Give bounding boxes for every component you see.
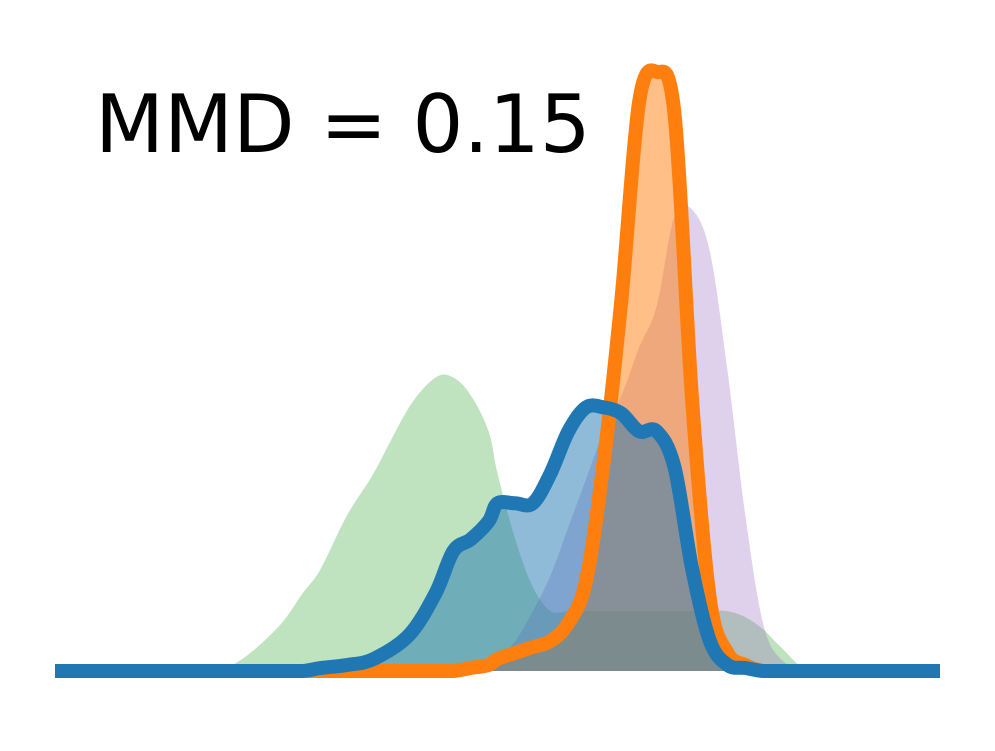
density-fill-series-1 bbox=[55, 204, 940, 671]
density-fills bbox=[55, 70, 940, 672]
mmd-annotation: MMD = 0.15 bbox=[95, 78, 591, 171]
density-fill-series-3 bbox=[55, 405, 940, 671]
density-line-series-3 bbox=[55, 398, 940, 679]
density-lines bbox=[55, 63, 940, 679]
